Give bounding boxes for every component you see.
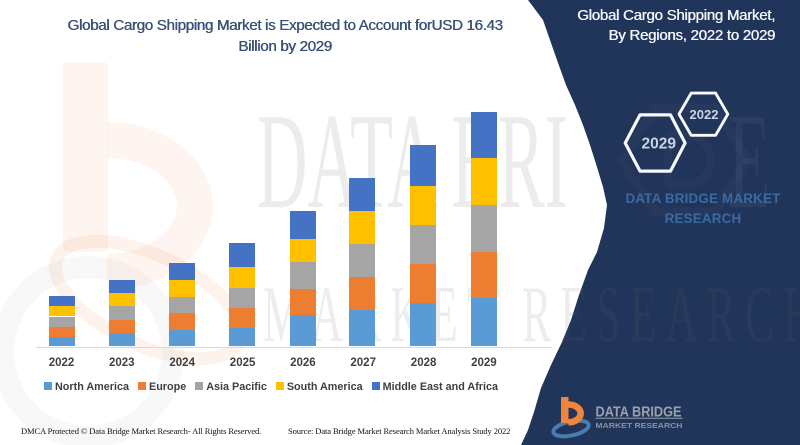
svg-text:2022: 2022 [690,107,719,122]
svg-text:2029: 2029 [642,135,677,152]
svg-text:MARKET RESEARCH: MARKET RESEARCH [596,421,683,430]
svg-text:DATA BRIDGE: DATA BRIDGE [596,404,682,420]
